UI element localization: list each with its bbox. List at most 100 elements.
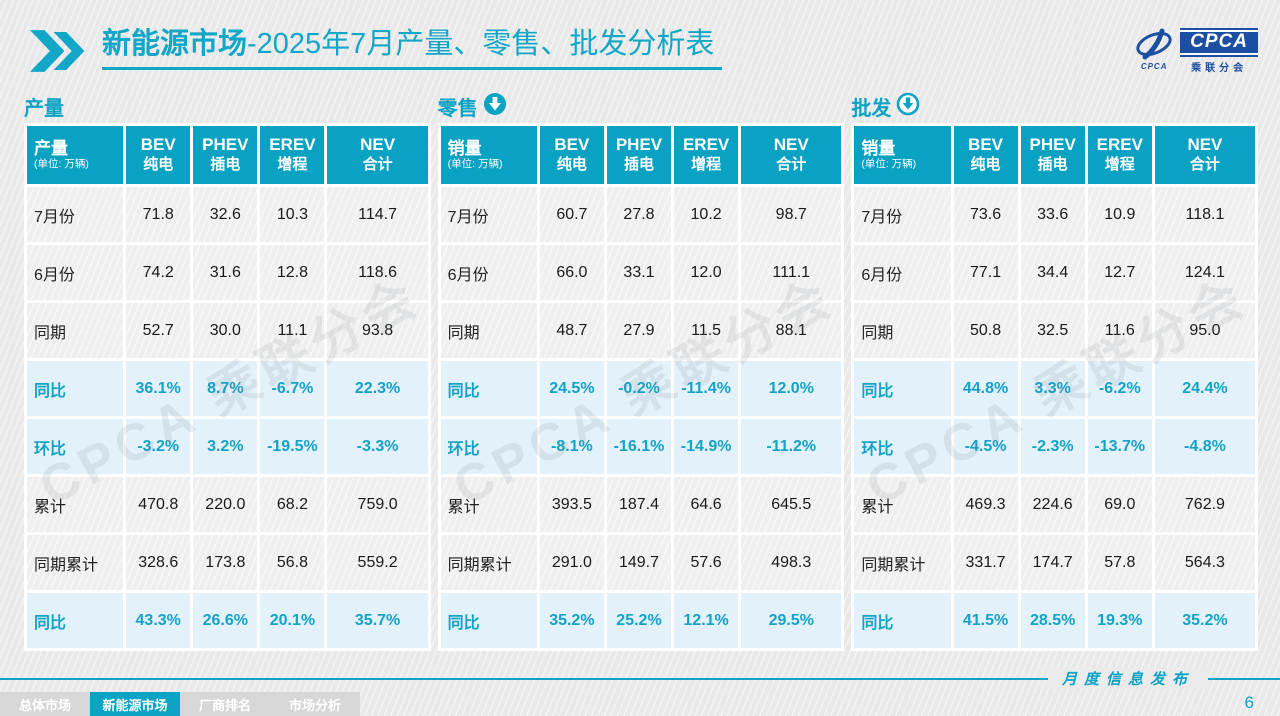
- cell-value: 24.5%: [539, 361, 604, 416]
- corner-unit: (单位: 万辆): [861, 158, 917, 171]
- row-label: 累计: [854, 477, 951, 532]
- column-header-zh: 增程: [691, 155, 722, 173]
- row-label: 同比: [27, 361, 124, 416]
- section-wholesale-header: 批发: [851, 91, 1258, 121]
- tab-nev-market[interactable]: 新能源市场: [90, 692, 180, 716]
- cell-value: -8.1%: [539, 419, 604, 474]
- cell-value: -4.8%: [1154, 419, 1256, 474]
- column-header-phev: PHEV 插电: [193, 126, 258, 184]
- section-production-header: 产量: [24, 91, 431, 121]
- tab-oem-ranking[interactable]: 厂商排名: [180, 692, 270, 716]
- row-label: 累计: [27, 477, 124, 532]
- cell-value: 759.0: [327, 477, 428, 532]
- row-label: 6月份: [27, 245, 124, 300]
- column-header-nev: NEV 合计: [1154, 126, 1256, 184]
- page-title: 新能源市场-2025年7月产量、零售、批发分析表: [102, 26, 723, 71]
- column-header-nev: NEV 合计: [327, 126, 428, 184]
- table-row: 同比 36.1% 8.7% -6.7% 22.3%: [27, 361, 428, 416]
- corner-label: 销量: [861, 138, 896, 158]
- cell-value: -2.3%: [1020, 419, 1085, 474]
- cell-value: 44.8%: [953, 361, 1018, 416]
- table-row: 同期 48.7 27.9 11.5 88.1: [440, 303, 842, 358]
- section-retail-label: 零售: [437, 97, 478, 120]
- cell-value: -11.2%: [741, 419, 842, 474]
- cell-value: 149.7: [606, 535, 672, 590]
- cell-value: 11.1: [260, 303, 325, 358]
- cpca-wordmark: CPCA 乘联分会: [1180, 28, 1258, 74]
- cell-value: 33.1: [606, 245, 672, 300]
- column-header-en: BEV: [968, 135, 1004, 155]
- cell-value: 12.1%: [674, 593, 739, 648]
- column-header-en: EREV: [269, 135, 316, 155]
- footer-divider-line: [0, 678, 1280, 680]
- column-header-phev: PHEV 插电: [1020, 126, 1085, 184]
- section-wholesale: 批发 CPCA 乘联分会 销量(单位: 万辆)BEV纯电PHEV插电EREV增程…: [851, 91, 1259, 651]
- cell-value: 27.9: [606, 303, 672, 358]
- row-label: 环比: [854, 419, 951, 474]
- wholesale-table: 销量 (单位: 万辆) BEV 纯电 PHEV 插电 EREV 增程 NEV 合计 7月份 73.6 3…: [851, 123, 1259, 651]
- row-label: 同比: [440, 361, 537, 416]
- column-header-zh: 增程: [1104, 155, 1135, 173]
- row-label: 同期累计: [440, 535, 537, 590]
- cell-value: -16.1%: [606, 419, 672, 474]
- cell-value: 20.1%: [260, 593, 325, 648]
- cell-value: 3.2%: [193, 419, 258, 474]
- cell-value: 33.6: [1020, 187, 1085, 242]
- cell-value: 66.0: [539, 245, 604, 300]
- row-label: 同比: [27, 593, 124, 648]
- cell-value: -6.7%: [260, 361, 325, 416]
- cell-value: 36.1%: [126, 361, 191, 416]
- retail-table: 销量 (单位: 万辆) BEV 纯电 PHEV 插电 EREV 增程 NEV 合计 7月份 60.7 2…: [437, 123, 845, 651]
- slide-header: 新能源市场-2025年7月产量、零售、批发分析表 CPCA CPCA 乘联分会: [0, 0, 1280, 77]
- column-header-en: NEV: [1187, 135, 1223, 155]
- table-row: 7月份 73.6 33.6 10.9 118.1: [854, 187, 1256, 242]
- cell-value: 645.5: [741, 477, 842, 532]
- cell-value: 124.1: [1154, 245, 1256, 300]
- header-row: 销量 (单位: 万辆) BEV 纯电 PHEV 插电 EREV 增程 NEV 合计: [854, 126, 1256, 184]
- cell-value: 50.8: [953, 303, 1018, 358]
- tab-market-analysis[interactable]: 市场分析: [270, 692, 360, 716]
- cell-value: 77.1: [953, 245, 1018, 300]
- footer-ribbon: 月度信息发布: [1047, 668, 1208, 689]
- cell-value: 173.8: [193, 535, 258, 590]
- row-label: 7月份: [27, 187, 124, 242]
- cell-value: 564.3: [1154, 535, 1256, 590]
- table-row: 累计 469.3 224.6 69.0 762.9: [854, 477, 1256, 532]
- row-label: 累计: [440, 477, 537, 532]
- column-header-bev: BEV 纯电: [539, 126, 604, 184]
- cell-value: 27.8: [606, 187, 672, 242]
- cpca-swirl-icon: CPCA: [1132, 28, 1176, 71]
- wholesale-table-wrap: CPCA 乘联分会 销量(单位: 万辆)BEV纯电PHEV插电EREV增程NEV…: [851, 123, 1259, 651]
- cell-value: 35.2%: [1154, 593, 1256, 648]
- cell-value: 393.5: [539, 477, 604, 532]
- cell-value: 8.7%: [193, 361, 258, 416]
- cell-value: -0.2%: [606, 361, 672, 416]
- cell-value: 10.9: [1087, 187, 1152, 242]
- cell-value: 35.7%: [327, 593, 428, 648]
- cell-value: 19.3%: [1087, 593, 1152, 648]
- page-title-bold: 新能源市场: [102, 28, 248, 60]
- corner-unit: (单位: 万辆): [34, 158, 89, 171]
- cell-value: 10.2: [674, 187, 739, 242]
- table-row: 环比 -4.5% -2.3% -13.7% -4.8%: [854, 419, 1256, 474]
- cell-value: 48.7: [539, 303, 604, 358]
- cell-value: 64.6: [674, 477, 739, 532]
- cell-value: 57.8: [1087, 535, 1152, 590]
- column-header-zh: 纯电: [556, 155, 587, 173]
- header-row: 销量 (单位: 万辆) BEV 纯电 PHEV 插电 EREV 增程 NEV 合计: [440, 126, 842, 184]
- cpca-chinese-name: 乘联分会: [1191, 63, 1248, 74]
- table-corner-header: 产量 (单位: 万辆): [27, 126, 124, 184]
- cell-value: 12.7: [1087, 245, 1152, 300]
- column-header-zh: 合计: [1189, 155, 1220, 173]
- section-production: 产量 CPCA 乘联分会 产量(单位: 万辆)BEV纯电PHEV插电EREV增程…: [24, 91, 431, 651]
- tab-overall-market[interactable]: 总体市场: [0, 692, 90, 716]
- cell-value: 187.4: [606, 477, 672, 532]
- cpca-swirl-caption: CPCA: [1140, 62, 1168, 71]
- column-header-en: NEV: [773, 135, 809, 155]
- column-header-en: BEV: [140, 135, 176, 155]
- corner-label: 产量: [34, 138, 68, 158]
- table-corner-header: 销量 (单位: 万辆): [854, 126, 951, 184]
- table-row: 累计 470.8 220.0 68.2 759.0: [27, 477, 428, 532]
- cell-value: -6.2%: [1087, 361, 1152, 416]
